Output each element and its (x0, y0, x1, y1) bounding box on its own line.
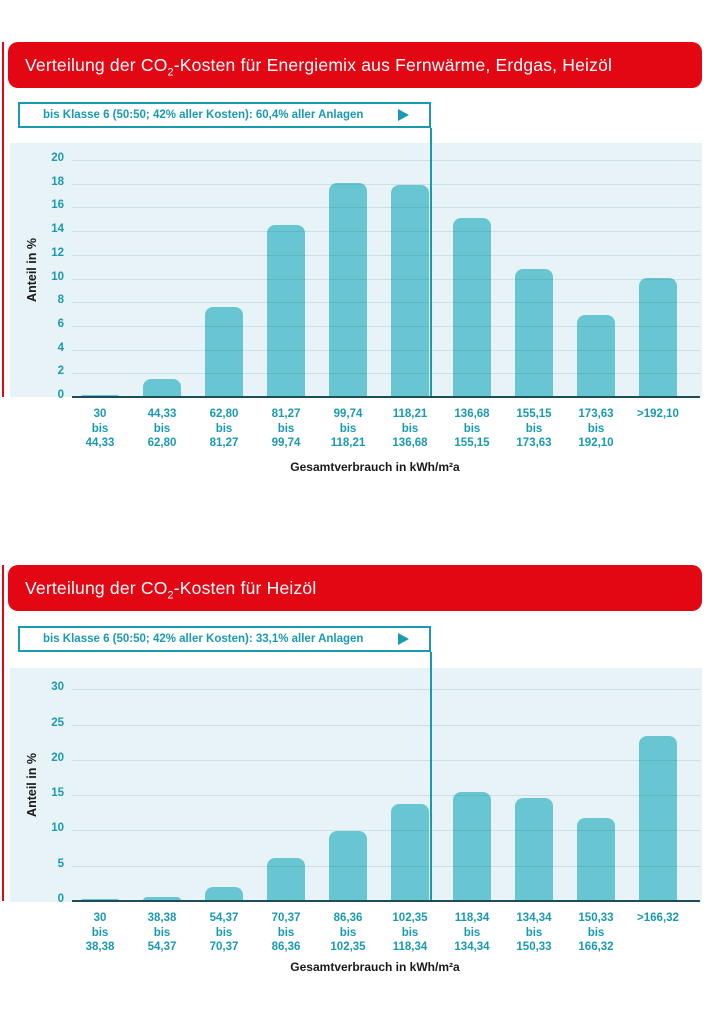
chart1-x-axis-title: Gesamtverbrauch in kWh/m²a (290, 460, 460, 474)
x-tick-label: 81,27 bis 99,74 (271, 408, 301, 449)
chart2-title-banner: Verteilung der CO2-Kosten für Heizöl (8, 565, 702, 611)
x-tick-label: 86,36 bis 102,35 (330, 912, 366, 953)
chart1-callout-text: bis Klasse 6 (50:50; 42% aller Kosten): … (43, 109, 364, 121)
x-tick-label: 102,35 bis 118,34 (392, 912, 428, 953)
x-tick-label: 62,80 bis 81,27 (209, 408, 239, 449)
chart2-title-suffix: -Kosten für Heizöl (173, 577, 317, 598)
x-tick-label: 118,34 bis 134,34 (454, 912, 490, 953)
left-red-rule (2, 565, 4, 901)
chart2-title-subscript: 2 (167, 589, 174, 601)
chart1-callout-box: bis Klasse 6 (50:50; 42% aller Kosten): … (18, 102, 431, 128)
chart1-title-subscript: 2 (167, 66, 174, 78)
play-arrow-icon (398, 633, 409, 645)
x-tick-label: 150,33 bis 166,32 (578, 912, 614, 953)
chart2-y-axis-title: Anteil in % (25, 753, 39, 817)
x-tick-label: 30 bis 38,38 (85, 912, 115, 953)
x-tick-label: 136,68 bis 155,15 (454, 408, 490, 449)
chart2-x-axis-title: Gesamtverbrauch in kWh/m²a (290, 960, 460, 974)
chart1-title-prefix: Verteilung der CO (25, 54, 168, 75)
left-red-rule (2, 42, 4, 397)
x-tick-label: >166,32 (637, 912, 679, 924)
chart2-callout-text: bis Klasse 6 (50:50; 42% aller Kosten): … (43, 633, 364, 645)
chart2-title: Verteilung der CO2-Kosten für Heizöl (25, 577, 317, 601)
chart1-class-divider-line (430, 128, 432, 396)
chart2-class-divider-line (430, 652, 432, 900)
chart1-title-banner: Verteilung der CO2-Kosten für Energiemix… (8, 42, 702, 88)
chart2-callout-box: bis Klasse 6 (50:50; 42% aller Kosten): … (18, 626, 431, 652)
chart1-x-axis-line (72, 396, 700, 398)
chart1-title-suffix: -Kosten für Energiemix aus Fernwärme, Er… (173, 54, 613, 75)
x-tick-label: 118,21 bis 136,68 (392, 408, 428, 449)
x-tick-label: 30 bis 44,33 (85, 408, 115, 449)
chart2-plot-area (10, 668, 702, 902)
x-tick-label: 38,38 bis 54,37 (147, 912, 177, 953)
x-tick-label: 155,15 bis 173,63 (516, 408, 552, 449)
chart1-title: Verteilung der CO2-Kosten für Energiemix… (25, 54, 613, 78)
chart1-plot-area (10, 143, 702, 397)
x-tick-label: 134,34 bis 150,33 (516, 912, 552, 953)
chart2-x-axis-line (72, 900, 700, 902)
x-tick-label: 70,37 bis 86,36 (271, 912, 301, 953)
chart2-title-prefix: Verteilung der CO (25, 577, 168, 598)
x-tick-label: 54,37 bis 70,37 (209, 912, 239, 953)
play-arrow-icon (398, 109, 409, 121)
x-tick-label: 44,33 bis 62,80 (147, 408, 177, 449)
x-tick-label: >192,10 (637, 408, 679, 420)
x-tick-label: 173,63 bis 192,10 (578, 408, 614, 449)
chart1-y-axis-title: Anteil in % (25, 238, 39, 302)
x-tick-label: 99,74 bis 118,21 (330, 408, 366, 449)
